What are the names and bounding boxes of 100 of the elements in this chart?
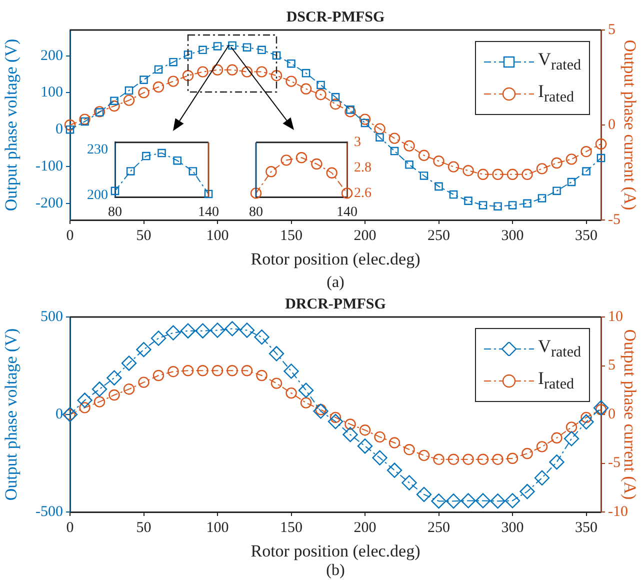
point: [328, 414, 344, 430]
point: [490, 493, 506, 509]
point: [210, 322, 226, 338]
x-tick-label: 200: [354, 228, 376, 244]
y2-tick-label: 5: [608, 358, 616, 374]
point: [123, 94, 135, 106]
point: [326, 167, 338, 178]
point: [168, 366, 179, 378]
x-tick-label: 50: [136, 228, 152, 244]
point: [564, 431, 580, 446]
point: [197, 365, 208, 376]
point: [242, 43, 252, 52]
point: [360, 118, 370, 128]
point: [405, 160, 414, 169]
point: [534, 470, 550, 486]
y2-axis-title: Output phase current (A): [620, 40, 640, 210]
y2-tick-label: 5: [608, 22, 616, 38]
point: [433, 156, 444, 167]
point: [578, 414, 594, 430]
y-tick-label: -100: [36, 158, 63, 174]
chart-title: DSCR-PMFSG: [286, 9, 385, 26]
point: [284, 364, 299, 379]
point: [313, 404, 328, 419]
x-tick-label: 300: [501, 228, 524, 244]
point: [300, 83, 312, 94]
point: [418, 450, 430, 462]
point: [241, 365, 253, 376]
point: [580, 146, 592, 158]
point: [462, 165, 474, 176]
point: [213, 42, 222, 50]
point: [522, 168, 533, 180]
point: [536, 441, 548, 452]
point: [552, 186, 561, 195]
point: [152, 370, 164, 382]
point: [475, 493, 491, 508]
point: [434, 182, 443, 191]
point: [126, 167, 135, 176]
point: [110, 186, 120, 196]
point: [239, 322, 255, 338]
point: [536, 163, 548, 174]
point: [142, 152, 150, 160]
y-axis-title: Output phase voltage (V): [2, 38, 21, 212]
point: [169, 58, 178, 66]
point: [551, 157, 562, 169]
point: [431, 493, 446, 509]
point: [346, 106, 354, 114]
point: [296, 152, 308, 164]
point: [286, 76, 297, 87]
chart-title: DRCR-PMFSG: [285, 296, 386, 312]
x-axis-title: Rotor position (elec.deg): [250, 541, 420, 560]
y2-tick-label: -5: [608, 212, 620, 228]
point: [477, 454, 489, 465]
point: [150, 330, 166, 346]
point: [204, 190, 213, 198]
point: [315, 89, 326, 100]
x-tick-label: 150: [280, 228, 302, 244]
y2-tick-label: 0: [608, 406, 616, 422]
point: [254, 329, 270, 345]
point: [330, 98, 342, 110]
y-tick-label: 100: [40, 84, 63, 101]
point: [538, 194, 546, 202]
point: [357, 438, 373, 454]
point: [182, 70, 194, 82]
point: [390, 146, 399, 156]
point: [492, 168, 504, 180]
text: (b): [326, 562, 345, 580]
point: [77, 392, 92, 408]
point: [302, 69, 310, 78]
x-tick-label: 350: [575, 520, 598, 536]
point: [168, 76, 179, 87]
point: [520, 484, 535, 500]
point: [173, 156, 182, 165]
point: [446, 493, 462, 509]
point: [388, 437, 400, 448]
point: [433, 454, 444, 465]
point: [492, 454, 504, 465]
point: [108, 100, 120, 112]
point: [374, 431, 386, 443]
x-tick-label: 300: [501, 520, 524, 536]
point: [212, 64, 224, 76]
y-tick-label: 0: [56, 406, 63, 422]
point: [280, 154, 292, 166]
y-tick-label: 500: [40, 308, 63, 325]
point: [567, 178, 576, 186]
point: [197, 66, 208, 78]
point: [158, 148, 166, 158]
point: [404, 444, 415, 456]
point: [108, 389, 120, 401]
point: [508, 201, 517, 210]
point: [106, 370, 122, 386]
point: [124, 86, 134, 95]
point: [464, 196, 472, 205]
x-tick-label: 200: [354, 520, 376, 536]
point: [226, 64, 238, 76]
point: [256, 370, 268, 382]
y2-tick-label: 0: [608, 116, 616, 133]
x-tick-label: 140: [198, 205, 219, 220]
point: [298, 382, 314, 398]
y2-tick-label: -5: [608, 455, 620, 472]
point: [386, 462, 402, 478]
